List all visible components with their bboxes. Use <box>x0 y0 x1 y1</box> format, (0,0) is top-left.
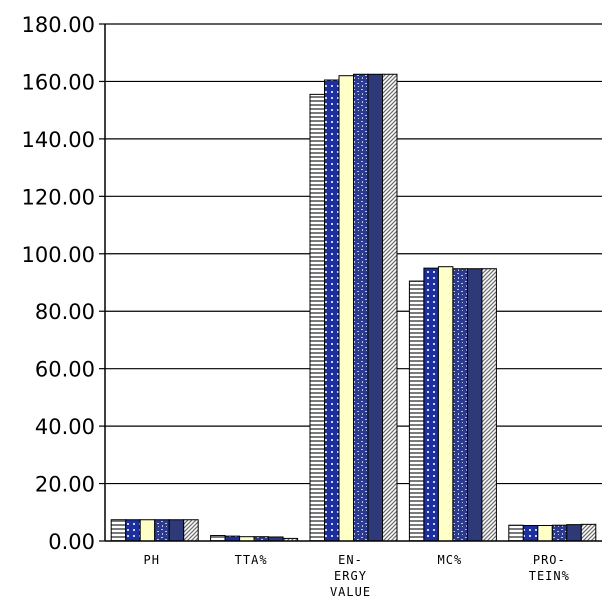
y-tick-label: 60.00 <box>35 358 95 382</box>
bar <box>466 268 483 542</box>
bar <box>154 519 170 542</box>
y-tick-label: 100.00 <box>22 243 95 267</box>
x-category-label: VALUE <box>330 585 371 599</box>
bar <box>382 73 398 542</box>
bar <box>139 519 156 542</box>
bar <box>408 280 425 542</box>
y-tick-label: 20.00 <box>35 473 95 497</box>
bar <box>508 524 524 542</box>
bar <box>309 93 325 542</box>
bars <box>110 73 597 542</box>
bar <box>551 524 568 542</box>
category-labels: PH TTA% EN- ERGY VALUE MC% PRO- TEIN% <box>143 553 570 599</box>
bar <box>338 75 354 542</box>
x-category-label: TEIN% <box>529 569 570 583</box>
bar <box>324 79 340 542</box>
bar <box>367 73 383 542</box>
bar <box>125 519 141 542</box>
bar <box>522 524 539 542</box>
y-tick-label: 180.00 <box>22 13 95 37</box>
y-tick-label: 160.00 <box>22 70 95 94</box>
y-tick-label: 40.00 <box>35 415 95 439</box>
bar <box>452 268 468 542</box>
y-axis-ticks: 0.00 20.00 40.00 60.00 80.00 100.00 120.00 140.… <box>22 13 105 554</box>
bar <box>183 519 199 542</box>
x-category-label: EN- <box>338 553 363 567</box>
bar <box>481 268 497 542</box>
y-tick-label: 120.00 <box>22 185 95 209</box>
y-tick-label: 140.00 <box>22 128 95 152</box>
bar <box>110 519 127 542</box>
bar <box>210 535 226 542</box>
x-category-label: MC% <box>438 553 463 567</box>
x-category-label: PH <box>143 553 159 567</box>
x-category-label: ERGY <box>334 569 367 583</box>
bar <box>423 267 439 542</box>
y-tick-label: 0.00 <box>48 530 95 554</box>
bar <box>437 266 454 542</box>
x-category-label: TTA% <box>235 553 268 567</box>
x-category-label: PRO- <box>533 553 566 567</box>
bar <box>353 73 369 542</box>
y-tick-label: 80.00 <box>35 300 95 324</box>
bar <box>168 519 185 542</box>
bar <box>580 523 597 542</box>
bar <box>566 524 582 542</box>
bar <box>537 524 553 542</box>
